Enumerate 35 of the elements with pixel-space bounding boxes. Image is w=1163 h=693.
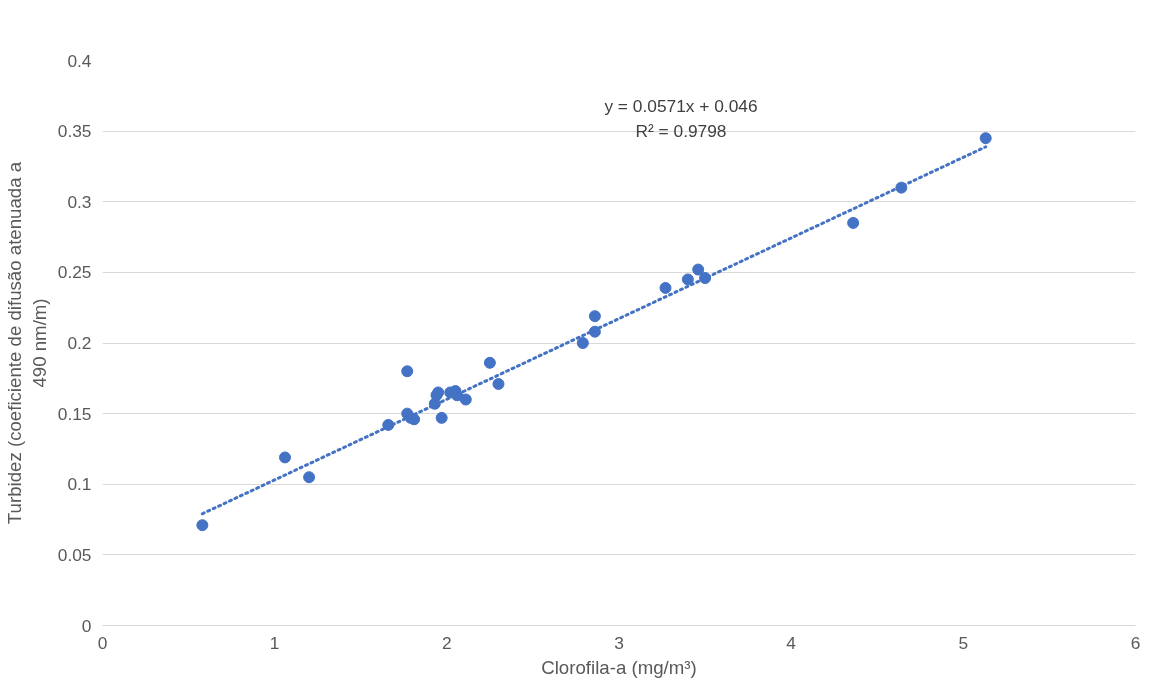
y-tick-label: 0.2 xyxy=(67,333,92,353)
y-axis-title: Turbidez (coeficiente de difusão atenuada a 490 nm/m) xyxy=(3,161,50,525)
point xyxy=(435,411,448,424)
x-axis-title: Clorofila-a (mg/m³) xyxy=(541,656,697,678)
point xyxy=(483,356,496,369)
point xyxy=(492,377,505,390)
point xyxy=(576,337,589,349)
x-tick-label: 6 xyxy=(1130,632,1141,653)
y-tick-label: 0.1 xyxy=(67,474,92,495)
point xyxy=(279,451,291,464)
y-tick-label: 0.25 xyxy=(57,262,92,283)
point xyxy=(979,132,992,145)
point xyxy=(847,216,860,229)
y-tick-label: 0.4 xyxy=(67,50,92,71)
point xyxy=(681,273,694,286)
point xyxy=(196,519,209,532)
point xyxy=(588,310,601,323)
x-tick-label: 1 xyxy=(269,632,280,653)
y-tick-label: 0.3 xyxy=(67,191,92,212)
point xyxy=(303,471,316,484)
y-tick-label: 0.35 xyxy=(57,121,92,142)
x-tick-label: 0 xyxy=(97,632,108,653)
y-tick-label: 0 xyxy=(81,615,92,636)
y-tick-label: 0.05 xyxy=(57,544,92,565)
x-tick-label: 5 xyxy=(958,632,969,653)
x-tick-label: 2 xyxy=(442,632,452,653)
point xyxy=(659,281,672,294)
x-tick-label: 3 xyxy=(614,632,624,653)
annotation: y = 0.0571x + 0.046 xyxy=(604,95,758,116)
point xyxy=(401,365,414,378)
annotation: R² = 0.9798 xyxy=(635,121,727,142)
point xyxy=(692,263,705,276)
point xyxy=(459,393,472,406)
y-tick-label: 0.15 xyxy=(57,403,92,424)
x-tick-label: 4 xyxy=(786,632,797,653)
